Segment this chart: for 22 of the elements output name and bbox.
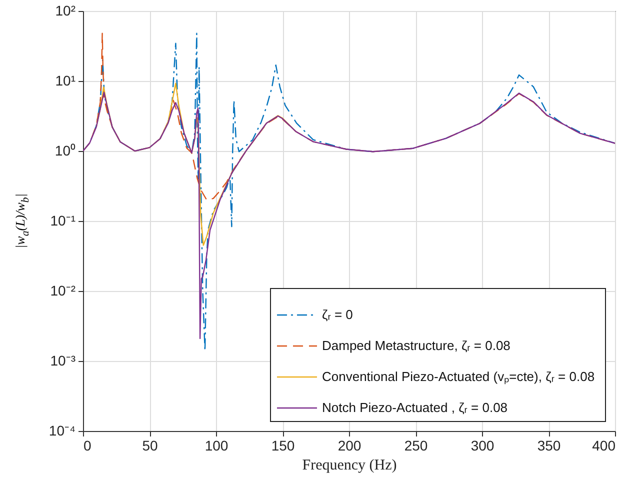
- legend-label: Notch Piezo-Actuated , ζᵣ = 0.08: [322, 400, 508, 415]
- x-axis-title: Frequency (Hz): [302, 458, 397, 474]
- x-tick-label: 200: [338, 438, 362, 454]
- y-tick-label: 10⁻⁴: [48, 422, 76, 438]
- y-tick-label: 10⁻¹: [50, 212, 76, 228]
- line-series: [83, 92, 615, 340]
- y-tick-label: 10⁻²: [50, 282, 76, 298]
- legend-label: ζᵣ = 0: [322, 307, 353, 322]
- x-tick-label: 350: [537, 438, 561, 454]
- x-tick-label: 150: [271, 438, 295, 454]
- x-tick-label: 0: [84, 438, 92, 454]
- y-tick-label: 10⁻³: [50, 352, 76, 368]
- x-tick-label: 300: [470, 438, 494, 454]
- x-tick-label: 50: [142, 438, 158, 454]
- y-tick-label: 10⁰: [54, 142, 76, 158]
- x-tick-label: 400: [592, 438, 616, 454]
- x-tick-label: 100: [204, 438, 228, 454]
- legend-label: Damped Metastructure, ζᵣ = 0.08: [322, 338, 510, 353]
- y-tick-label: 10²: [55, 2, 76, 18]
- legend-label: Conventional Piezo-Actuated (vₚ=cte), ζᵣ = 0.08: [322, 369, 595, 385]
- y-tick-label: 10¹: [55, 72, 76, 88]
- x-tick-label: 250: [404, 438, 428, 454]
